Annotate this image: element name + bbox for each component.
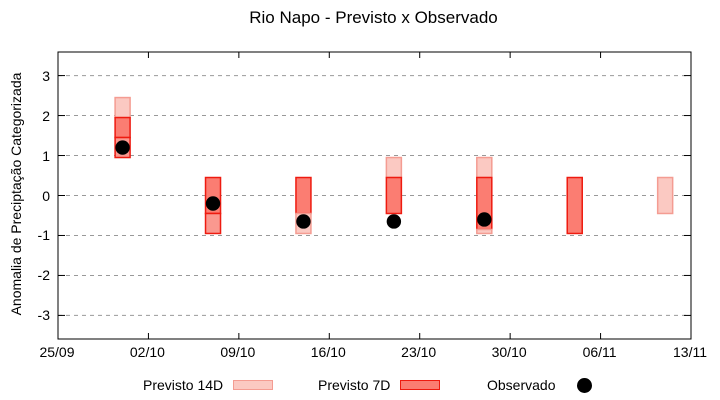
y-tick-label: 0 xyxy=(10,188,50,204)
chart-title: Rio Napo - Previsto x Observado xyxy=(57,8,690,28)
y-tick-label: 1 xyxy=(10,148,50,164)
forecast-bar-segment xyxy=(567,178,582,234)
x-tick-label: 25/09 xyxy=(27,344,87,360)
legend-swatch-14d-icon xyxy=(233,380,273,390)
forecast-bar-segment xyxy=(386,158,401,178)
x-tick-label: 09/10 xyxy=(208,344,268,360)
observed-point xyxy=(296,214,310,228)
forecast-bar-segment xyxy=(115,98,130,118)
legend-label-observado: Observado xyxy=(487,377,555,393)
forecast-chart: Rio Napo - Previsto x Observado Anomalia… xyxy=(0,0,720,400)
plot-area xyxy=(57,51,692,340)
y-tick-label: -1 xyxy=(10,227,50,243)
y-tick-label: -3 xyxy=(10,307,50,323)
forecast-bar-segment xyxy=(658,178,673,214)
x-tick-label: 06/11 xyxy=(570,344,630,360)
x-tick-label: 23/10 xyxy=(389,344,449,360)
legend-item-previsto-7d: Previsto 7D xyxy=(318,376,440,394)
legend-item-observado: Observado xyxy=(487,376,592,394)
legend: Previsto 14D Previsto 7D Observado xyxy=(0,376,720,396)
legend-swatch-7d-icon xyxy=(400,380,440,390)
legend-label-previsto-14d: Previsto 14D xyxy=(143,377,223,393)
forecast-bar-segment xyxy=(115,118,130,138)
observed-point xyxy=(387,214,401,228)
legend-dot-observed-icon xyxy=(577,378,592,393)
x-tick-label: 16/10 xyxy=(298,344,358,360)
x-tick-label: 13/11 xyxy=(660,344,720,360)
observed-point xyxy=(115,140,129,154)
forecast-bar-segment xyxy=(296,178,311,214)
forecast-bar-segment xyxy=(206,213,221,233)
y-tick-label: 3 xyxy=(10,68,50,84)
forecast-bar-segment xyxy=(477,229,492,233)
x-tick-label: 02/10 xyxy=(117,344,177,360)
x-tick-label: 30/10 xyxy=(479,344,539,360)
y-tick-label: 2 xyxy=(10,108,50,124)
forecast-bar-segment xyxy=(477,158,492,178)
observed-point xyxy=(206,196,220,210)
observed-point xyxy=(477,212,491,226)
forecast-bar-segment xyxy=(386,178,401,214)
legend-item-previsto-14d: Previsto 14D xyxy=(143,376,273,394)
y-tick-label: -2 xyxy=(10,267,50,283)
legend-label-previsto-7d: Previsto 7D xyxy=(318,377,390,393)
